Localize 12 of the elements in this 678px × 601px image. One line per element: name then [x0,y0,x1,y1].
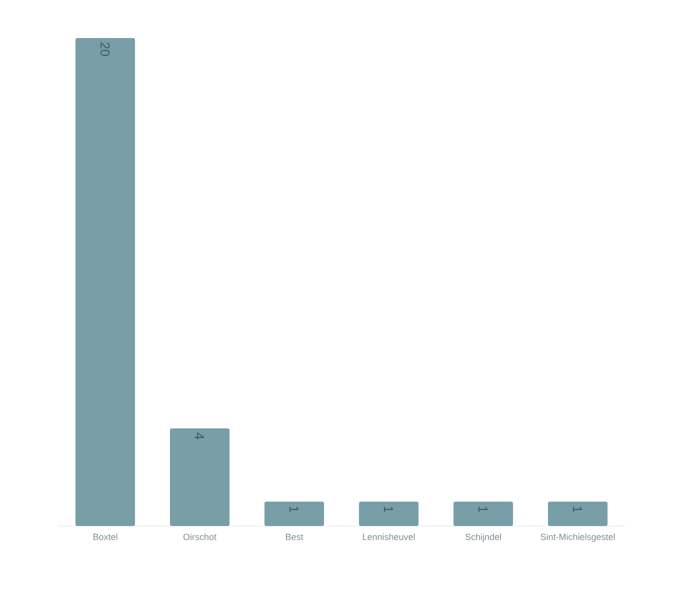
x-tick-label: Oirschot [182,532,217,542]
x-tick-label: Schijndel [464,532,502,542]
data-label: 4 [192,432,208,440]
x-tick-label: Best [285,532,304,542]
data-label: 1 [381,506,396,513]
x-tick-label: Sint-Michielsgestel [540,532,616,542]
data-label: 1 [476,506,491,513]
x-tick-label: Lennisheuvel [362,532,416,542]
x-tick-label: Boxtel [92,532,118,542]
data-label: 1 [570,506,586,513]
data-label: 20 [98,42,113,56]
data-label: 1 [286,506,302,513]
